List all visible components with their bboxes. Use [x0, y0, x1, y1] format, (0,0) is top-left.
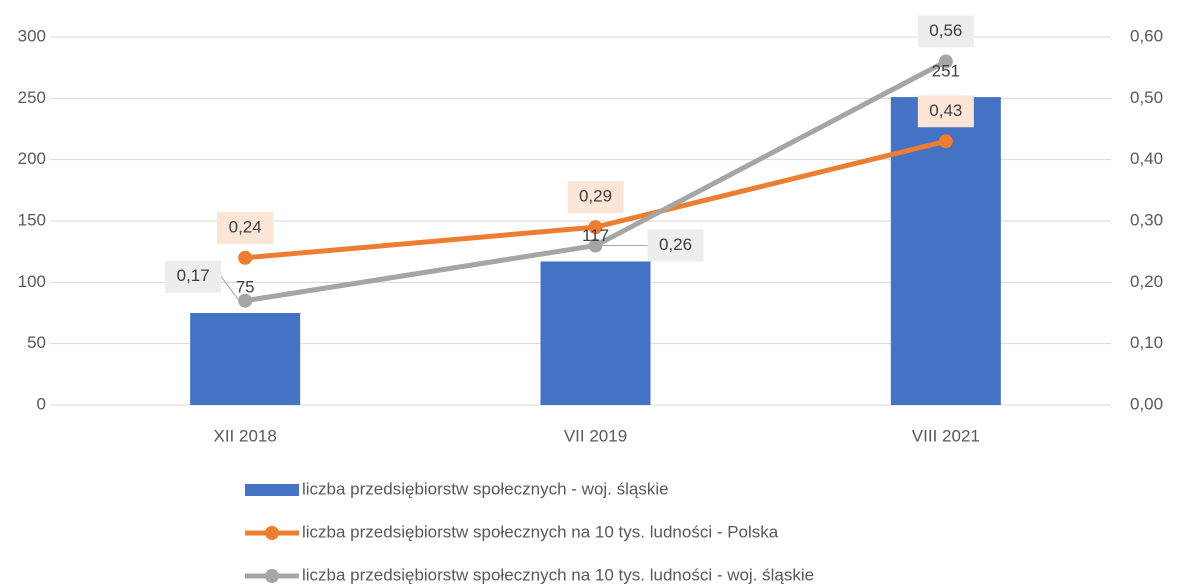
y-tick-label: 150: [18, 210, 46, 229]
line-marker: [588, 238, 603, 253]
value-label-box: [917, 15, 974, 48]
bar: [540, 261, 651, 405]
line-marker: [238, 250, 253, 265]
x-tick-label: VII 2019: [564, 426, 627, 445]
x-tick-label: XII 2018: [214, 426, 277, 445]
y-tick-label: 50: [27, 333, 46, 352]
y2-tick-label: 0,60: [1130, 26, 1163, 45]
legend-label: liczba przedsiębiorstw społecznych na 10…: [302, 565, 814, 584]
legend-marker: [265, 569, 279, 583]
value-label-box: [217, 211, 274, 244]
legend-label: liczba przedsiębiorstw społecznych na 10…: [302, 522, 779, 541]
y2-tick-label: 0,20: [1130, 272, 1163, 291]
legend-marker: [265, 526, 279, 540]
y2-tick-label: 0,10: [1130, 333, 1163, 352]
y-tick-label: 200: [18, 149, 46, 168]
bar-value-label: 251: [932, 62, 960, 81]
y2-tick-label: 0,00: [1130, 394, 1163, 413]
bar-value-label: 75: [236, 277, 255, 296]
value-label: 0,17: [177, 266, 210, 285]
y-tick-label: 250: [18, 88, 46, 107]
line-marker: [938, 134, 953, 149]
line-marker: [588, 220, 603, 235]
value-label: 0,26: [659, 235, 692, 254]
bar-value-label: 117: [582, 226, 609, 245]
line-marker: [938, 54, 953, 69]
y2-tick-label: 0,30: [1130, 210, 1163, 229]
value-label: 0,43: [929, 101, 962, 120]
leader-line: [220, 276, 240, 302]
value-label: 0,56: [929, 21, 962, 40]
y2-tick-label: 0,40: [1130, 149, 1163, 168]
y-tick-label: 0: [37, 394, 46, 413]
value-label: 0,24: [229, 217, 262, 236]
legend-swatch: [245, 484, 299, 496]
x-tick-label: VIII 2021: [912, 426, 980, 445]
y2-tick-label: 0,50: [1130, 88, 1163, 107]
legend-label: liczba przedsiębiorstw społecznych - woj…: [302, 479, 669, 498]
y-tick-label: 100: [18, 272, 46, 291]
value-label-box: [647, 229, 704, 262]
value-label-box: [567, 181, 624, 214]
value-label-box: [917, 95, 974, 128]
y-tick-label: 300: [18, 26, 46, 45]
value-label-box: [165, 260, 222, 293]
bar: [190, 313, 301, 405]
value-label: 0,29: [579, 187, 612, 206]
line-marker: [238, 293, 253, 308]
